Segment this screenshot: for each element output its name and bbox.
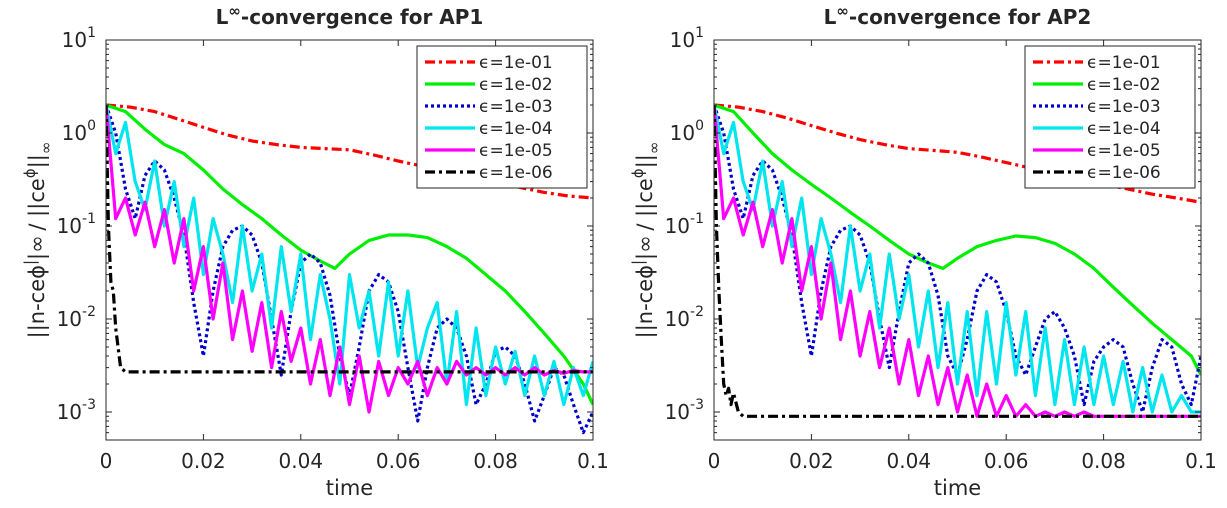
chart-title: L∞-convergence for AP2 (824, 2, 1092, 29)
y-tick-label: 101 (670, 25, 704, 52)
chart-panel-2: 0 0.02 0.04 0.06 0.08 0.1 10-3 10-2 10-1 100 101 L∞… (629, 2, 1217, 500)
x-tick-label: 0.02 (789, 449, 834, 473)
y-tick-label: 10-2 (57, 304, 96, 331)
legend: ϵ=1e-01ϵ=1e-02ϵ=1e-03ϵ=1e-04ϵ=1e-05ϵ=1e-… (1024, 45, 1196, 189)
x-tick-label: 0.08 (1081, 449, 1126, 473)
x-tick-label: 0.06 (376, 449, 421, 473)
legend-label: ϵ=1e-01 (1087, 53, 1161, 73)
x-tick-label: 0 (100, 449, 113, 473)
y-axis-label: ||n-ceϕ||∞ / ||ceϕ||∞ (21, 142, 55, 339)
y-tick-label: 100 (62, 118, 96, 145)
x-tick-label: 0 (708, 449, 721, 473)
x-tick-label: 0.1 (577, 449, 609, 473)
y-tick-label: 10-3 (57, 397, 96, 424)
legend-label: ϵ=1e-06 (1087, 163, 1161, 183)
legend-box (416, 45, 588, 189)
y-tick-label: 100 (670, 118, 704, 145)
series-line-6 (106, 104, 593, 374)
legend-box (1024, 45, 1196, 189)
y-tick-label: 10-1 (665, 211, 704, 238)
y-tick-label: 10-2 (665, 304, 704, 331)
chart-title: L∞-convergence for AP1 (216, 2, 484, 29)
legend-label: ϵ=1e-05 (479, 141, 553, 161)
legend-label: ϵ=1e-03 (1087, 97, 1161, 117)
x-tick-label: 0.04 (279, 449, 324, 473)
legend-label: ϵ=1e-06 (479, 163, 553, 183)
series-line-4 (106, 104, 593, 407)
series-line-2 (714, 103, 1201, 376)
y-tick-label: 101 (62, 25, 96, 52)
legend-label: ϵ=1e-02 (1087, 75, 1161, 95)
x-tick-label: 0.08 (473, 449, 518, 473)
x-axis-label: time (326, 476, 373, 500)
legend: ϵ=1e-01ϵ=1e-02ϵ=1e-03ϵ=1e-04ϵ=1e-05ϵ=1e-… (416, 45, 588, 189)
y-axis-label: ||n-ceϕ||∞ / ||ceϕ||∞ (629, 142, 663, 339)
legend-label: ϵ=1e-02 (479, 75, 553, 95)
legend-label: ϵ=1e-04 (1087, 119, 1161, 139)
y-tick-label: 10-1 (57, 211, 96, 238)
series-line-2 (106, 103, 593, 406)
x-axis-label: time (934, 476, 981, 500)
x-tick-label: 0.06 (984, 449, 1029, 473)
x-tick-label: 0.02 (181, 449, 226, 473)
legend-label: ϵ=1e-04 (479, 119, 553, 139)
legend-label: ϵ=1e-05 (1087, 141, 1161, 161)
x-tick-label: 0.1 (1185, 449, 1217, 473)
legend-label: ϵ=1e-01 (479, 53, 553, 73)
legend-label: ϵ=1e-03 (479, 97, 553, 117)
series-line-3 (714, 104, 1201, 414)
chart-panel-1: 0 0.02 0.04 0.06 0.08 0.1 10-3 10-2 10-1 100 101 L∞… (21, 2, 609, 500)
y-tick-label: 10-3 (665, 397, 704, 424)
series-line-4 (714, 104, 1201, 414)
series-line-5 (106, 104, 593, 414)
x-tick-label: 0.04 (887, 449, 932, 473)
